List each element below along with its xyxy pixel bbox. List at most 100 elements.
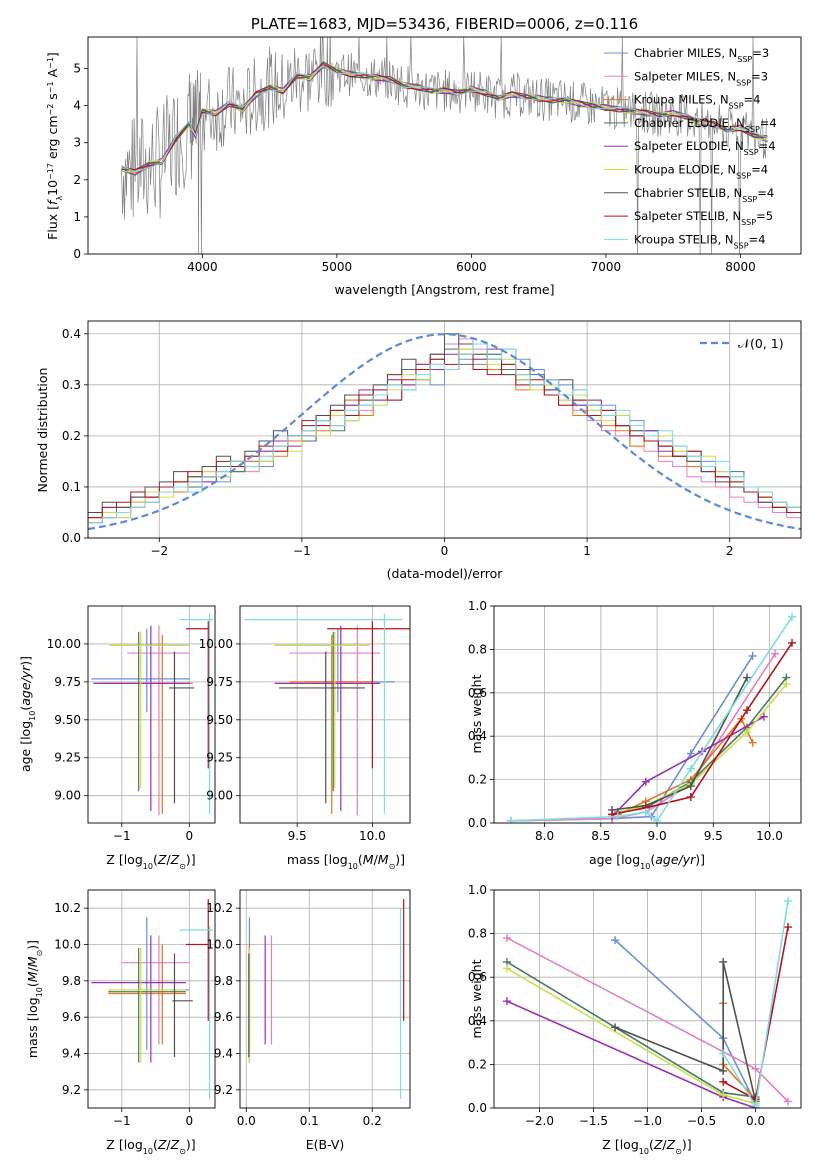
y-axis-label: mass [log10(M/M⊙)] — [25, 940, 44, 1058]
label-fragment: ( — [153, 1137, 158, 1152]
normal-curve — [88, 333, 801, 531]
weight-point — [719, 1049, 728, 1058]
weight-point — [686, 782, 695, 791]
label-fragment: 10 — [35, 987, 44, 997]
label-fragment: Chabrier MILES, N — [634, 46, 737, 60]
x-axis-label: (data-model)/error — [387, 566, 504, 581]
x-axis-label: Z [log10(Z/Z⊙)] — [106, 1137, 195, 1156]
y-tick-label: 9.00 — [54, 789, 81, 803]
weight-point — [788, 638, 797, 647]
y-tick-label: 10.2 — [54, 901, 81, 915]
label-fragment: / — [25, 966, 40, 971]
x-tick-label: −1.5 — [579, 1114, 608, 1128]
x-tick-label: −1 — [113, 829, 131, 843]
label-fragment: Z — [170, 852, 180, 867]
x-tick-label: 0 — [186, 1114, 194, 1128]
model-line — [121, 62, 768, 173]
x-tick-label: −1.0 — [633, 1114, 662, 1128]
label-fragment: mass [log — [25, 997, 40, 1058]
x-tick-label: 4000 — [187, 260, 218, 274]
weight-point — [748, 651, 757, 660]
label-fragment: M — [378, 852, 389, 867]
weight-line — [614, 961, 757, 1102]
weight-point — [641, 808, 650, 817]
label-fragment: =4 — [757, 186, 774, 200]
weight-point — [641, 777, 650, 786]
label-fragment: Salpeter STELIB, N — [634, 209, 741, 223]
label-fragment: Salpeter MILES, N — [634, 69, 736, 83]
x-tick-label: 0.0 — [237, 1114, 256, 1128]
y-tick-label: 0.2 — [468, 773, 487, 787]
y-tick-label: 9.6 — [214, 1010, 233, 1024]
label-fragment: SSP — [744, 148, 759, 157]
label-fragment: f — [45, 199, 60, 205]
mass-vs-extinction-panel: 0.0 0.1 0.2 9.2 9.4 9.6 9.8 10.0 10.2 E(B-V) — [206, 889, 411, 1152]
axes-frame — [239, 889, 411, 1109]
y-tick-label: 1.0 — [468, 883, 487, 897]
y-tick-label: 0.2 — [468, 1057, 487, 1071]
x-tick-label: −0.5 — [687, 1114, 716, 1128]
label-fragment: / — [166, 852, 171, 867]
weight-point — [502, 997, 511, 1006]
y-tick-label: 0.4 — [468, 1014, 487, 1028]
weight-point — [686, 792, 695, 801]
label-fragment: ( — [153, 852, 158, 867]
legend-entry: Chabrier ELODIE, NSSP=4 — [634, 116, 777, 133]
label-fragment: Z — [157, 852, 167, 867]
axes-frame — [87, 605, 216, 824]
weight-vs-age-panel-plot-area — [506, 612, 797, 823]
label-fragment: =4 — [744, 93, 761, 107]
label-fragment: M — [363, 852, 374, 867]
weight-line — [611, 683, 788, 816]
label-fragment: SSP — [736, 171, 751, 180]
label-fragment: )] — [25, 940, 40, 950]
label-fragment: Chabrier STELIB, N — [634, 186, 742, 200]
axes-frame — [239, 605, 411, 824]
y-tick-label: 0.8 — [468, 927, 487, 941]
y-tick-label: 10.2 — [206, 901, 233, 915]
label-fragment: =4 — [760, 116, 777, 130]
x-tick-label: −1 — [113, 1114, 131, 1128]
model-line — [121, 65, 768, 173]
label-fragment: −17 — [46, 163, 55, 180]
label-fragment: ( — [18, 706, 33, 711]
y-tick-label: 9.8 — [62, 974, 81, 988]
y-tick-label: 10.0 — [54, 938, 81, 952]
spectrum-plot-area — [121, 37, 768, 254]
weight-point — [784, 896, 793, 905]
x-tick-label: 1 — [583, 544, 591, 558]
weight-point — [506, 816, 515, 823]
y-tick-label: 1 — [73, 210, 81, 224]
weight-point — [613, 812, 622, 821]
y-tick-label: 0.4 — [468, 729, 487, 743]
y-tick-label: 0.3 — [62, 378, 81, 392]
weight-point — [653, 816, 662, 823]
y-tick-label: 9.2 — [214, 1083, 233, 1097]
label-fragment: erg cm — [45, 115, 60, 163]
y-tick-label: 0.0 — [468, 1101, 487, 1115]
weight-point — [502, 933, 511, 942]
label-fragment: SSP — [745, 124, 760, 133]
weight-point — [502, 964, 511, 973]
x-tick-label: 8.0 — [535, 829, 554, 843]
x-tick-label: 6000 — [456, 260, 487, 274]
label-fragment: −1 — [46, 81, 55, 93]
legend-entry: Kroupa MILES, NSSP=4 — [634, 93, 760, 111]
label-fragment: age/yr — [655, 852, 696, 867]
legend-entry: Salpeter MILES, NSSP=3 — [634, 69, 768, 87]
label-fragment: M — [25, 971, 40, 982]
label-fragment: Z — [653, 1137, 663, 1152]
histogram-step — [88, 353, 801, 538]
label-fragment: age/yr — [18, 665, 33, 706]
y-tick-label: 1.0 — [468, 599, 487, 613]
label-fragment: Chabrier ELODIE, N — [634, 116, 745, 130]
label-fragment: 10 — [640, 862, 650, 871]
label-fragment: / — [166, 1137, 171, 1152]
x-tick-label: 10.0 — [756, 829, 783, 843]
label-fragment: =4 — [759, 139, 776, 153]
y-tick-label: 9.4 — [62, 1047, 81, 1061]
histogram-step — [88, 343, 801, 538]
weight-line — [611, 716, 765, 818]
label-fragment: −1 — [46, 57, 55, 69]
